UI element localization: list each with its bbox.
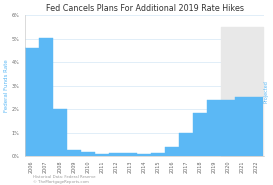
Text: Projected: Projected bbox=[264, 80, 269, 103]
Y-axis label: Federal Funds Rate: Federal Funds Rate bbox=[4, 59, 9, 112]
Text: Historical Data: Federal Reserve
© TheMortgageReports.com: Historical Data: Federal Reserve © TheMo… bbox=[33, 176, 95, 184]
Title: Fed Cancels Plans For Additional 2019 Rate Hikes: Fed Cancels Plans For Additional 2019 Ra… bbox=[46, 4, 244, 13]
